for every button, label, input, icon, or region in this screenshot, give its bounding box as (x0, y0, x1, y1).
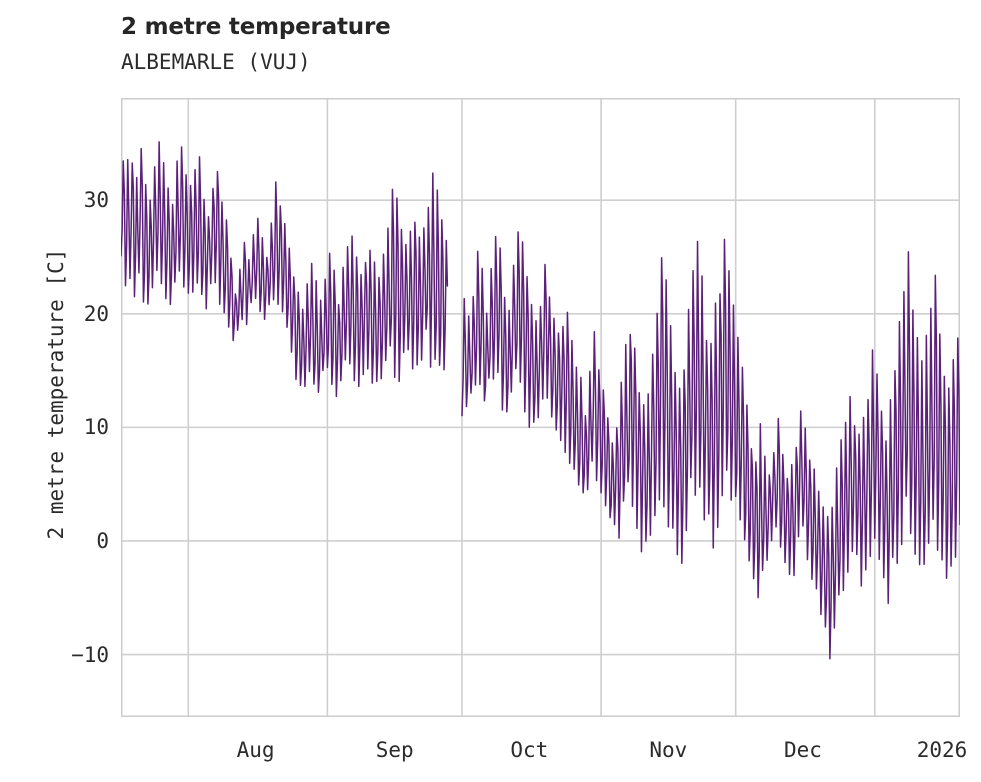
x-tick-label: Sep (375, 738, 414, 762)
y-tick-label: 30 (83, 188, 109, 213)
temperature-series (121, 141, 960, 660)
x-tick-label: Dec (783, 738, 822, 762)
x-tick-label: 2026 (916, 738, 968, 762)
y-tick-label: −10 (71, 642, 109, 667)
x-tick-label: Aug (236, 738, 275, 762)
gridlines (121, 98, 960, 717)
plot-area (121, 98, 960, 717)
y-tick-label: 0 (96, 528, 109, 553)
x-tick-label: Nov (649, 738, 688, 762)
series-canvas (121, 98, 960, 717)
chart-subtitle: ALBEMARLE (VUJ) (121, 50, 311, 74)
x-tick-label: Oct (510, 738, 549, 762)
y-tick-label: 20 (83, 301, 109, 326)
page-title: 2 metre temperature (121, 14, 391, 40)
y-axis-tick-labels: 30 20 10 0 −10 (0, 0, 109, 782)
y-tick-label: 10 (83, 415, 109, 440)
